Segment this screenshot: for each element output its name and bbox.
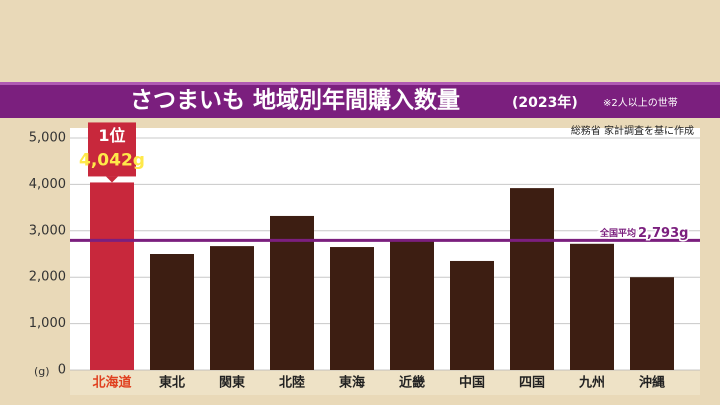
reference-value: 2,793g (638, 226, 688, 241)
bar (570, 243, 614, 370)
y-tick-label: 5,000 (29, 131, 66, 146)
note: ※2人以上の世帯 (603, 96, 678, 109)
y-tick-label: 0 (58, 363, 66, 378)
bar (630, 277, 674, 370)
bar (90, 182, 134, 370)
y-unit: (g) (34, 365, 50, 378)
title-band (0, 82, 720, 118)
source: 総務省 家計調査を基に作成 (571, 124, 694, 137)
label-box (88, 122, 136, 177)
x-tick-label: 沖縄 (639, 375, 665, 391)
y-tick-label: 3,000 (29, 223, 66, 238)
bar (150, 254, 194, 370)
reference-label: 全国平均 (599, 227, 636, 239)
value-label: 4,042g (79, 150, 145, 170)
x-tick-label: 四国 (519, 376, 545, 391)
bar (450, 260, 494, 370)
label-pointer (106, 176, 118, 183)
x-tick-label: 中国 (459, 375, 485, 391)
bar (510, 188, 554, 370)
bar (210, 246, 254, 370)
x-tick-label: 近畿 (399, 375, 425, 391)
x-tick-label: 東海 (339, 375, 365, 391)
category-band (70, 371, 700, 395)
rank-label: 1位 (98, 126, 125, 145)
x-tick-label: 北陸 (279, 375, 305, 391)
x-tick-label: 東北 (159, 375, 185, 391)
x-tick-label: 関東 (219, 375, 245, 391)
x-tick-label: 北海道 (92, 375, 131, 391)
bar (330, 247, 374, 370)
chart-title: さつまいも 地域別年間購入数量 (130, 87, 460, 114)
y-tick-label: 4,000 (29, 177, 66, 192)
y-tick-label: 1,000 (29, 316, 66, 331)
title-band-edge (0, 82, 720, 85)
subtitle: (2023年) (512, 94, 578, 111)
x-tick-label: 九州 (578, 376, 605, 391)
y-tick-label: 2,000 (29, 270, 66, 285)
bar (390, 240, 434, 370)
